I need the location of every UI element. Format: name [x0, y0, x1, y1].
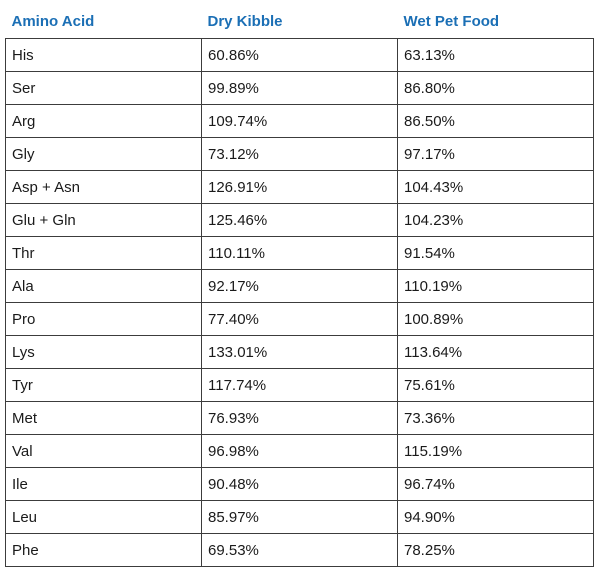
- table-row: Thr 110.11% 91.54%: [5, 236, 594, 270]
- wet-pet-food-cell: 104.23%: [397, 203, 594, 237]
- dry-kibble-cell: 90.48%: [201, 467, 398, 501]
- amino-acid-cell: Phe: [5, 533, 202, 567]
- table-body: His 60.86% 63.13% Ser 99.89% 86.80% Arg …: [5, 38, 594, 567]
- dry-kibble-cell: 133.01%: [201, 335, 398, 369]
- wet-pet-food-cell: 113.64%: [397, 335, 594, 369]
- dry-kibble-cell: 96.98%: [201, 434, 398, 468]
- header-amino-acid: Amino Acid: [5, 5, 202, 39]
- wet-pet-food-cell: 104.43%: [397, 170, 594, 204]
- table-row: Ala 92.17% 110.19%: [5, 269, 594, 303]
- table-row: Tyr 117.74% 75.61%: [5, 368, 594, 402]
- amino-acid-cell: His: [5, 38, 202, 72]
- header-dry-kibble: Dry Kibble: [201, 5, 398, 39]
- wet-pet-food-cell: 73.36%: [397, 401, 594, 435]
- wet-pet-food-cell: 63.13%: [397, 38, 594, 72]
- amino-acid-cell: Ser: [5, 71, 202, 105]
- table-row: His 60.86% 63.13%: [5, 38, 594, 72]
- dry-kibble-cell: 85.97%: [201, 500, 398, 534]
- amino-acid-cell: Asp + Asn: [5, 170, 202, 204]
- amino-acid-cell: Thr: [5, 236, 202, 270]
- amino-acid-cell: Ile: [5, 467, 202, 501]
- wet-pet-food-cell: 91.54%: [397, 236, 594, 270]
- dry-kibble-cell: 110.11%: [201, 236, 398, 270]
- table-row: Asp + Asn 126.91% 104.43%: [5, 170, 594, 204]
- amino-acid-cell: Lys: [5, 335, 202, 369]
- table-row: Leu 85.97% 94.90%: [5, 500, 594, 534]
- dry-kibble-cell: 109.74%: [201, 104, 398, 138]
- dry-kibble-cell: 60.86%: [201, 38, 398, 72]
- wet-pet-food-cell: 97.17%: [397, 137, 594, 171]
- amino-acid-cell: Pro: [5, 302, 202, 336]
- table-row: Ile 90.48% 96.74%: [5, 467, 594, 501]
- amino-acid-cell: Met: [5, 401, 202, 435]
- amino-acid-cell: Ala: [5, 269, 202, 303]
- wet-pet-food-cell: 115.19%: [397, 434, 594, 468]
- amino-acid-cell: Gly: [5, 137, 202, 171]
- dry-kibble-cell: 99.89%: [201, 71, 398, 105]
- amino-acid-cell: Glu + Gln: [5, 203, 202, 237]
- wet-pet-food-cell: 86.50%: [397, 104, 594, 138]
- table-row: Lys 133.01% 113.64%: [5, 335, 594, 369]
- dry-kibble-cell: 92.17%: [201, 269, 398, 303]
- dry-kibble-cell: 73.12%: [201, 137, 398, 171]
- amino-acid-cell: Leu: [5, 500, 202, 534]
- wet-pet-food-cell: 75.61%: [397, 368, 594, 402]
- table-row: Arg 109.74% 86.50%: [5, 104, 594, 138]
- dry-kibble-cell: 125.46%: [201, 203, 398, 237]
- dry-kibble-cell: 126.91%: [201, 170, 398, 204]
- wet-pet-food-cell: 94.90%: [397, 500, 594, 534]
- dry-kibble-cell: 76.93%: [201, 401, 398, 435]
- dry-kibble-cell: 77.40%: [201, 302, 398, 336]
- dry-kibble-cell: 69.53%: [201, 533, 398, 567]
- amino-acid-table: Amino Acid Dry Kibble Wet Pet Food His 6…: [5, 5, 594, 567]
- amino-acid-cell: Tyr: [5, 368, 202, 402]
- wet-pet-food-cell: 110.19%: [397, 269, 594, 303]
- table-row: Glu + Gln 125.46% 104.23%: [5, 203, 594, 237]
- table-row: Phe 69.53% 78.25%: [5, 533, 594, 567]
- dry-kibble-cell: 117.74%: [201, 368, 398, 402]
- wet-pet-food-cell: 78.25%: [397, 533, 594, 567]
- amino-acid-cell: Val: [5, 434, 202, 468]
- table-row: Val 96.98% 115.19%: [5, 434, 594, 468]
- header-row: Amino Acid Dry Kibble Wet Pet Food: [5, 5, 594, 39]
- table-row: Pro 77.40% 100.89%: [5, 302, 594, 336]
- table-row: Gly 73.12% 97.17%: [5, 137, 594, 171]
- wet-pet-food-cell: 100.89%: [397, 302, 594, 336]
- header-wet-pet-food: Wet Pet Food: [397, 5, 594, 39]
- table-row: Met 76.93% 73.36%: [5, 401, 594, 435]
- table-header: Amino Acid Dry Kibble Wet Pet Food: [5, 5, 594, 39]
- table-row: Ser 99.89% 86.80%: [5, 71, 594, 105]
- wet-pet-food-cell: 96.74%: [397, 467, 594, 501]
- wet-pet-food-cell: 86.80%: [397, 71, 594, 105]
- amino-acid-cell: Arg: [5, 104, 202, 138]
